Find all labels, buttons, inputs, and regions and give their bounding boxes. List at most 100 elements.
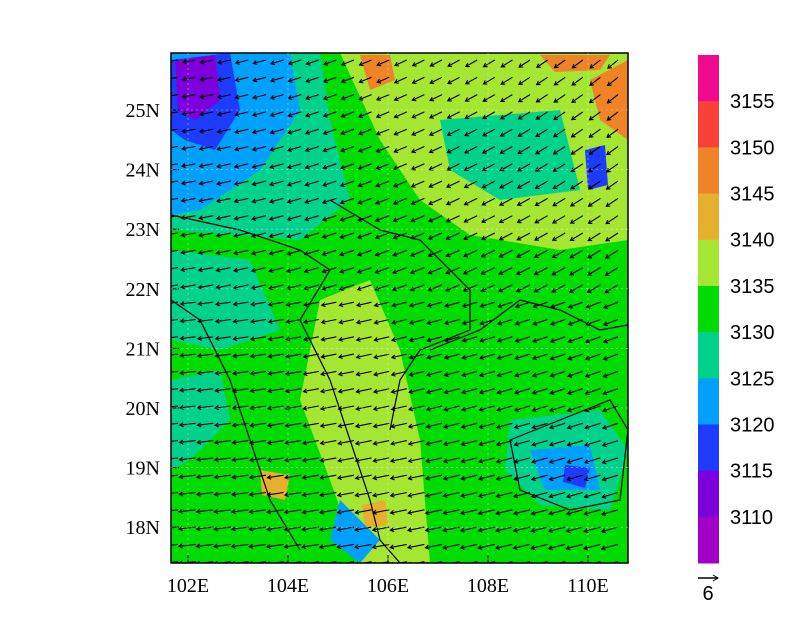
reference-label: 6 — [702, 583, 713, 605]
wind-arrow — [390, 353, 407, 360]
wind-arrow — [197, 267, 214, 273]
wind-arrow — [481, 163, 496, 172]
wind-arrow — [534, 197, 548, 207]
wind-arrow — [392, 249, 407, 257]
wind-arrow — [553, 76, 566, 86]
height-field — [171, 53, 628, 563]
wind-arrow — [513, 422, 531, 430]
wind-arrow — [442, 457, 460, 464]
wind-arrow — [534, 232, 548, 241]
wind-arrow — [426, 336, 443, 343]
wind-arrow — [463, 163, 478, 171]
wind-arrow — [355, 370, 372, 377]
wind-arrow — [495, 491, 513, 499]
wind-arrow — [477, 526, 495, 533]
wind-arrow — [389, 526, 407, 533]
wind-arrow — [406, 526, 425, 533]
wind-arrow — [585, 301, 601, 309]
wind-arrow — [336, 474, 355, 481]
wind-arrow — [213, 422, 231, 428]
wind-arrow — [553, 111, 566, 121]
wind-arrow — [535, 76, 548, 86]
wind-arrow — [600, 543, 619, 551]
wind-arrow — [389, 543, 407, 550]
lat-tick-label: 22N — [126, 279, 160, 301]
wind-arrow — [478, 388, 495, 395]
wind-arrow — [583, 543, 601, 551]
wind-arrow — [496, 318, 513, 326]
wind-arrow — [305, 59, 319, 66]
wind-arrow — [285, 353, 302, 359]
wind-arrow — [549, 336, 566, 344]
wind-arrow — [355, 405, 372, 412]
wind-arrow — [180, 267, 196, 273]
wind-arrow — [304, 145, 319, 153]
wind-arrow — [266, 526, 284, 532]
wind-arrow — [340, 111, 355, 118]
wind-arrow — [214, 353, 231, 359]
wind-arrow — [411, 59, 425, 67]
wind-arrow — [482, 94, 496, 102]
wind-arrow — [428, 163, 443, 171]
wind-arrow — [425, 405, 443, 412]
wind-arrow — [408, 318, 425, 325]
wind-arrow — [321, 197, 337, 205]
wind-arrow — [566, 457, 583, 465]
wind-arrow — [461, 388, 478, 395]
field-patch — [440, 110, 580, 200]
wind-arrow — [248, 526, 267, 532]
wind-arrow — [354, 509, 372, 515]
wind-arrow — [181, 59, 196, 65]
wind-arrow — [233, 145, 249, 152]
wind-arrow — [251, 197, 267, 204]
wind-arrow — [495, 509, 513, 516]
wind-arrow — [549, 370, 566, 378]
wind-arrow — [232, 301, 249, 307]
wind-arrow — [428, 197, 443, 206]
wind-arrow — [213, 439, 231, 445]
wind-arrow — [588, 94, 601, 104]
wind-arrow — [533, 249, 548, 258]
colorbar-box — [698, 424, 719, 472]
wind-arrow — [603, 301, 619, 309]
wind-arrow — [249, 370, 267, 376]
wind-arrow — [548, 491, 566, 499]
wind-arrow — [460, 474, 478, 481]
wind-arrow — [530, 474, 548, 482]
wind-arrow — [407, 440, 425, 446]
wind-arrow — [428, 128, 443, 137]
wind-arrow — [426, 353, 443, 360]
wind-arrow — [320, 336, 337, 342]
wind-arrow — [196, 387, 214, 393]
wind-arrow — [285, 301, 302, 307]
colorbar-box — [698, 147, 719, 195]
wind-arrow — [233, 232, 249, 238]
wind-arrow — [391, 561, 407, 563]
wind-arrow — [535, 146, 548, 155]
wind-arrow — [462, 284, 478, 292]
wind-arrow — [171, 491, 179, 494]
wind-arrow — [517, 94, 531, 103]
wind-arrow — [354, 440, 372, 446]
wind-arrow — [447, 76, 460, 85]
wind-arrow — [249, 422, 267, 428]
field-patch — [171, 250, 280, 350]
wind-arrow — [215, 284, 231, 290]
wind-arrow — [301, 509, 319, 515]
wind-arrow — [479, 318, 495, 326]
wind-arrow — [480, 232, 496, 241]
wind-arrow — [269, 145, 284, 152]
wind-arrow — [464, 94, 478, 102]
wind-arrow — [285, 336, 302, 342]
wind-arrow — [569, 249, 584, 259]
colorbar-box — [698, 101, 719, 148]
wind-arrow — [250, 318, 267, 324]
wind-arrow — [443, 370, 460, 377]
wind-arrow — [286, 249, 302, 256]
wind-arrow — [180, 249, 196, 255]
wind-arrow — [393, 94, 408, 102]
lon-tick-label: 106E — [367, 575, 409, 597]
wind-arrow — [602, 370, 619, 378]
colorbar-label: 3110 — [730, 507, 773, 529]
reference-vector: 6 — [698, 574, 719, 605]
